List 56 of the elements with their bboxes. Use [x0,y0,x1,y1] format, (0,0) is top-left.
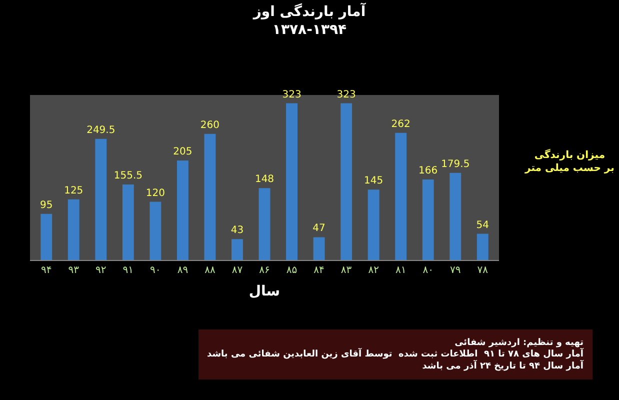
x-tick-label: ۸۹ [177,265,188,276]
bar [68,199,80,260]
x-tick-label: ۸۳ [340,265,352,276]
bar [95,138,107,260]
bar [395,132,407,260]
x-tick-label: ۸۶ [259,265,270,276]
x-tick-label: ۹۴ [40,265,52,276]
bar [122,184,134,260]
x-tick-label: ۷۹ [450,265,461,276]
x-tick-label: ۸۴ [314,265,324,276]
chart-subtitle: ۱۳۷۸-۱۳۹۴ [272,22,348,38]
data-label: 125 [64,185,84,196]
text: تهیه و تنظیم: اردشیر شفائی آمار سال های ۷۸ تا ۹۱ اطلاعات ثبت شده توسط آقای زین العابدین شفائی می باشد آمار سال ۹۴ تا تاریخ ۲۴ آذر می باشد [207,338,584,372]
bar [368,190,380,260]
x-tick-label: ۷۸ [477,265,489,276]
bar [450,172,462,260]
x-tick-label: ۹۲ [96,265,106,276]
x-tick-label: ۸۰ [422,265,434,276]
x-tick-label: ۸۸ [204,265,216,276]
bar [204,134,216,260]
data-label: 323 [336,89,356,100]
chart-title: آمار بارندگی اوز [252,2,367,20]
data-label: 323 [282,89,302,100]
bar [176,160,188,260]
bar [258,188,270,260]
x-tick-label: ۹۳ [68,265,80,276]
data-label: 179.5 [441,158,470,170]
data-label: 148 [254,174,274,186]
x-tick-label: ۸۲ [368,265,379,276]
data-label: 260 [200,120,220,131]
data-label: 145 [364,176,384,187]
data-label: 47 [312,223,326,234]
data-label: 95 [40,200,53,211]
x-tick-label: ۹۱ [122,265,134,276]
bar [313,237,325,260]
y-axis-title: میزان بارندگی بر حسب میلی متر [524,148,614,174]
x-tick-label: ۸۱ [395,265,406,276]
data-label: 205 [173,146,192,158]
x-tick-label: ۸۵ [286,265,298,276]
bar [286,103,298,260]
bar [40,214,52,260]
bar [340,103,352,260]
bar [232,239,243,260]
data-label: 43 [230,225,244,236]
bar [476,234,488,260]
x-tick-label: ۹۰ [150,265,161,276]
bar [422,179,434,260]
data-label: 120 [146,188,165,199]
data-label: 54 [476,220,490,231]
x-axis-title: سال [248,283,280,300]
x-tick-label: ۸۷ [232,265,244,276]
data-label: 166 [418,165,438,176]
data-label: 262 [391,118,410,130]
bar [150,202,162,260]
data-label: 155.5 [114,170,142,182]
data-label: 249.5 [86,124,116,136]
